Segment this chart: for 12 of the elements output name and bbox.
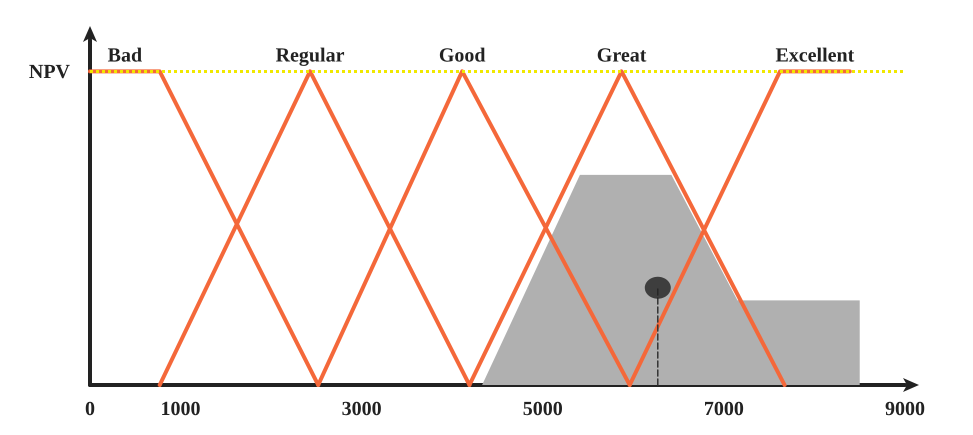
series-label: Great bbox=[596, 44, 647, 66]
y-axis-title: NPV bbox=[28, 61, 71, 83]
x-tick-label: 7000 bbox=[704, 398, 744, 420]
x-tick-label: 3000 bbox=[342, 398, 382, 420]
series-label: Good bbox=[438, 44, 486, 66]
series-label: Bad bbox=[108, 44, 142, 66]
x-tick-label: 1000 bbox=[160, 398, 201, 420]
series-label: Excellent bbox=[775, 44, 855, 66]
x-tick-label: 5000 bbox=[522, 398, 563, 420]
x-tick-label: 9000 bbox=[885, 398, 925, 420]
x-tick-label: 0 bbox=[85, 398, 95, 420]
series-label: Regular bbox=[276, 44, 345, 66]
